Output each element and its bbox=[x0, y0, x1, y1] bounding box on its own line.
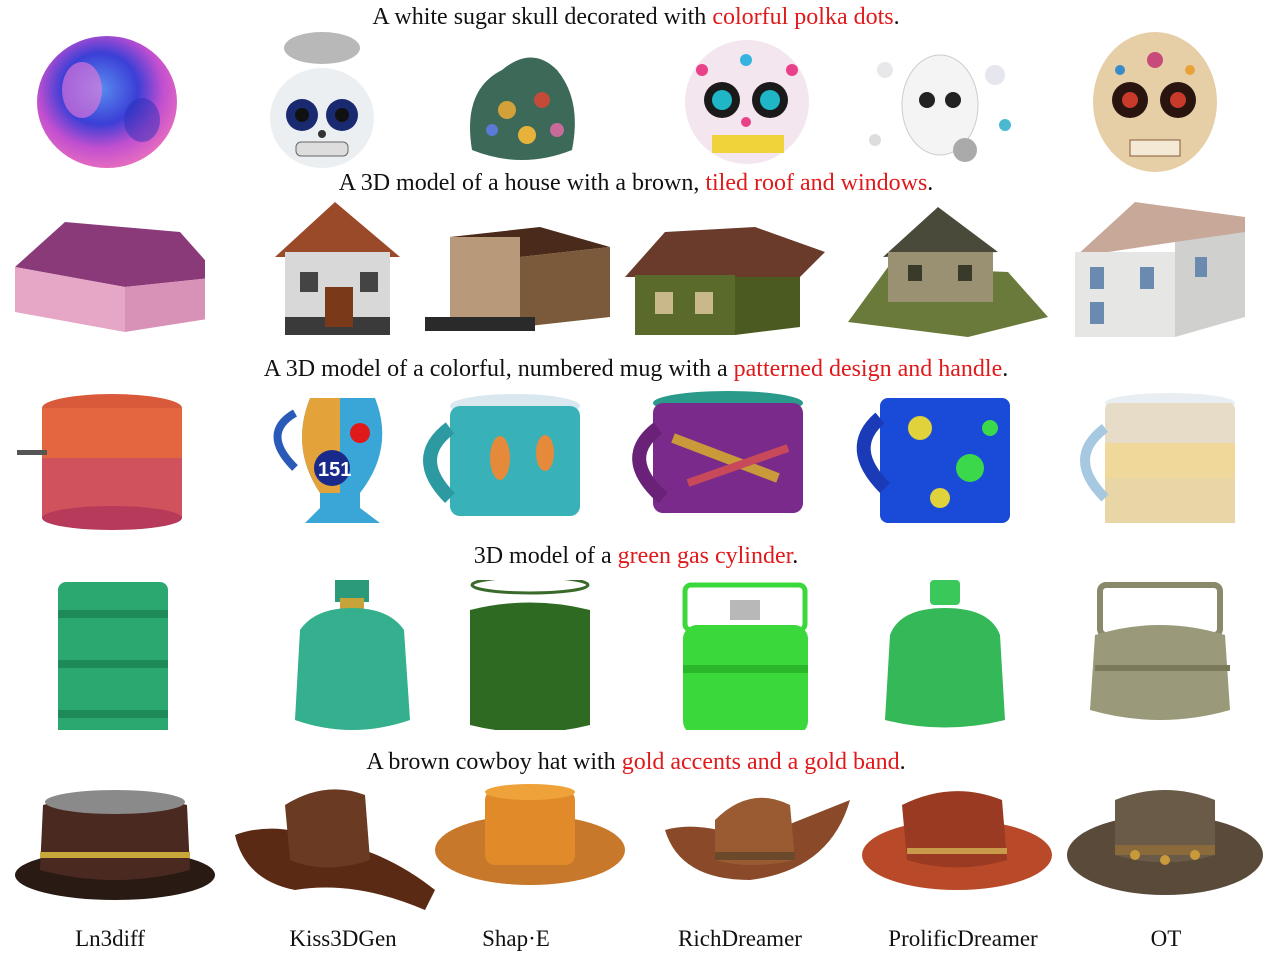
render-prolificdreamer-cylinder bbox=[850, 580, 1050, 730]
row-hat bbox=[0, 780, 1272, 930]
render-ot-hat bbox=[1065, 780, 1265, 930]
render-richdreamer-house bbox=[625, 197, 825, 347]
caption-end: . bbox=[893, 4, 900, 30]
caption-text: A 3D model of a colorful, numbered mug w… bbox=[263, 356, 734, 382]
render-kiss3dgen-hat bbox=[235, 780, 435, 930]
render-prolificdreamer-house bbox=[848, 197, 1048, 347]
caption-text: A brown cowboy hat with bbox=[366, 749, 622, 775]
caption-text: 3D model of a bbox=[473, 543, 618, 569]
caption-row-4: 3D model of a green gas cylinder. bbox=[0, 542, 1272, 570]
render-richdreamer-hat bbox=[660, 780, 860, 930]
render-kiss3dgen-skull bbox=[232, 30, 432, 180]
render-ln3diff-mug bbox=[12, 388, 212, 538]
method-label-ot: OT bbox=[1150, 926, 1182, 951]
caption-highlight: tiled roof and windows bbox=[705, 170, 928, 196]
caption-end: . bbox=[1002, 356, 1009, 382]
caption-end: . bbox=[927, 170, 934, 196]
render-prolificdreamer-hat bbox=[862, 780, 1062, 930]
caption-row-5: A brown cowboy hat with gold accents and… bbox=[0, 748, 1272, 776]
caption-text: A 3D model of a house with a brown, bbox=[338, 170, 706, 196]
render-ot-skull bbox=[1060, 30, 1260, 180]
render-ln3diff-skull bbox=[12, 30, 212, 180]
render-shape-mug bbox=[410, 388, 610, 538]
method-label-kiss3dgen: Kiss3DGen bbox=[289, 926, 397, 951]
render-richdreamer-cylinder bbox=[645, 580, 845, 730]
caption-end: . bbox=[792, 543, 799, 569]
method-label-prolificdreamer: ProlificDreamer bbox=[888, 926, 1038, 951]
render-kiss3dgen-mug: 151 bbox=[250, 388, 450, 538]
render-ln3diff-hat bbox=[15, 780, 215, 930]
caption-highlight: green gas cylinder bbox=[617, 543, 793, 569]
render-prolificdreamer-mug bbox=[840, 388, 1040, 538]
method-label-richdreamer: RichDreamer bbox=[678, 926, 802, 951]
row-cylinder bbox=[0, 580, 1272, 730]
method-label-shape: Shap·E bbox=[482, 926, 550, 951]
render-prolificdreamer-skull bbox=[845, 30, 1045, 180]
caption-row-1: A white sugar skull decorated with color… bbox=[0, 3, 1272, 31]
render-ln3diff-house bbox=[5, 197, 205, 347]
caption-highlight: colorful polka dots bbox=[712, 4, 894, 30]
caption-highlight: patterned design and handle bbox=[733, 356, 1003, 382]
render-ln3diff-cylinder bbox=[18, 580, 218, 730]
row-mug: 151 bbox=[0, 388, 1272, 538]
caption-row-3: A 3D model of a colorful, numbered mug w… bbox=[0, 355, 1272, 383]
render-shape-hat bbox=[435, 780, 635, 930]
caption-end: . bbox=[899, 749, 906, 775]
row-house bbox=[0, 197, 1272, 347]
row-skull bbox=[0, 30, 1272, 180]
caption-row-2: A 3D model of a house with a brown, tile… bbox=[0, 169, 1272, 197]
caption-highlight: gold accents and a gold band bbox=[621, 749, 900, 775]
render-kiss3dgen-house bbox=[245, 197, 445, 347]
mug-number-label: 151 bbox=[318, 459, 351, 481]
render-ot-mug bbox=[1060, 388, 1260, 538]
render-richdreamer-mug bbox=[618, 388, 818, 538]
render-kiss3dgen-cylinder bbox=[255, 580, 455, 730]
render-ot-house bbox=[1065, 197, 1265, 347]
render-shape-skull bbox=[432, 30, 632, 180]
method-label-ln3diff: Ln3diff bbox=[75, 926, 145, 951]
render-shape-house bbox=[420, 197, 620, 347]
render-ot-cylinder bbox=[1070, 580, 1270, 730]
render-richdreamer-skull bbox=[662, 30, 862, 180]
caption-text: A white sugar skull decorated with bbox=[372, 4, 713, 30]
render-shape-cylinder bbox=[430, 580, 630, 730]
